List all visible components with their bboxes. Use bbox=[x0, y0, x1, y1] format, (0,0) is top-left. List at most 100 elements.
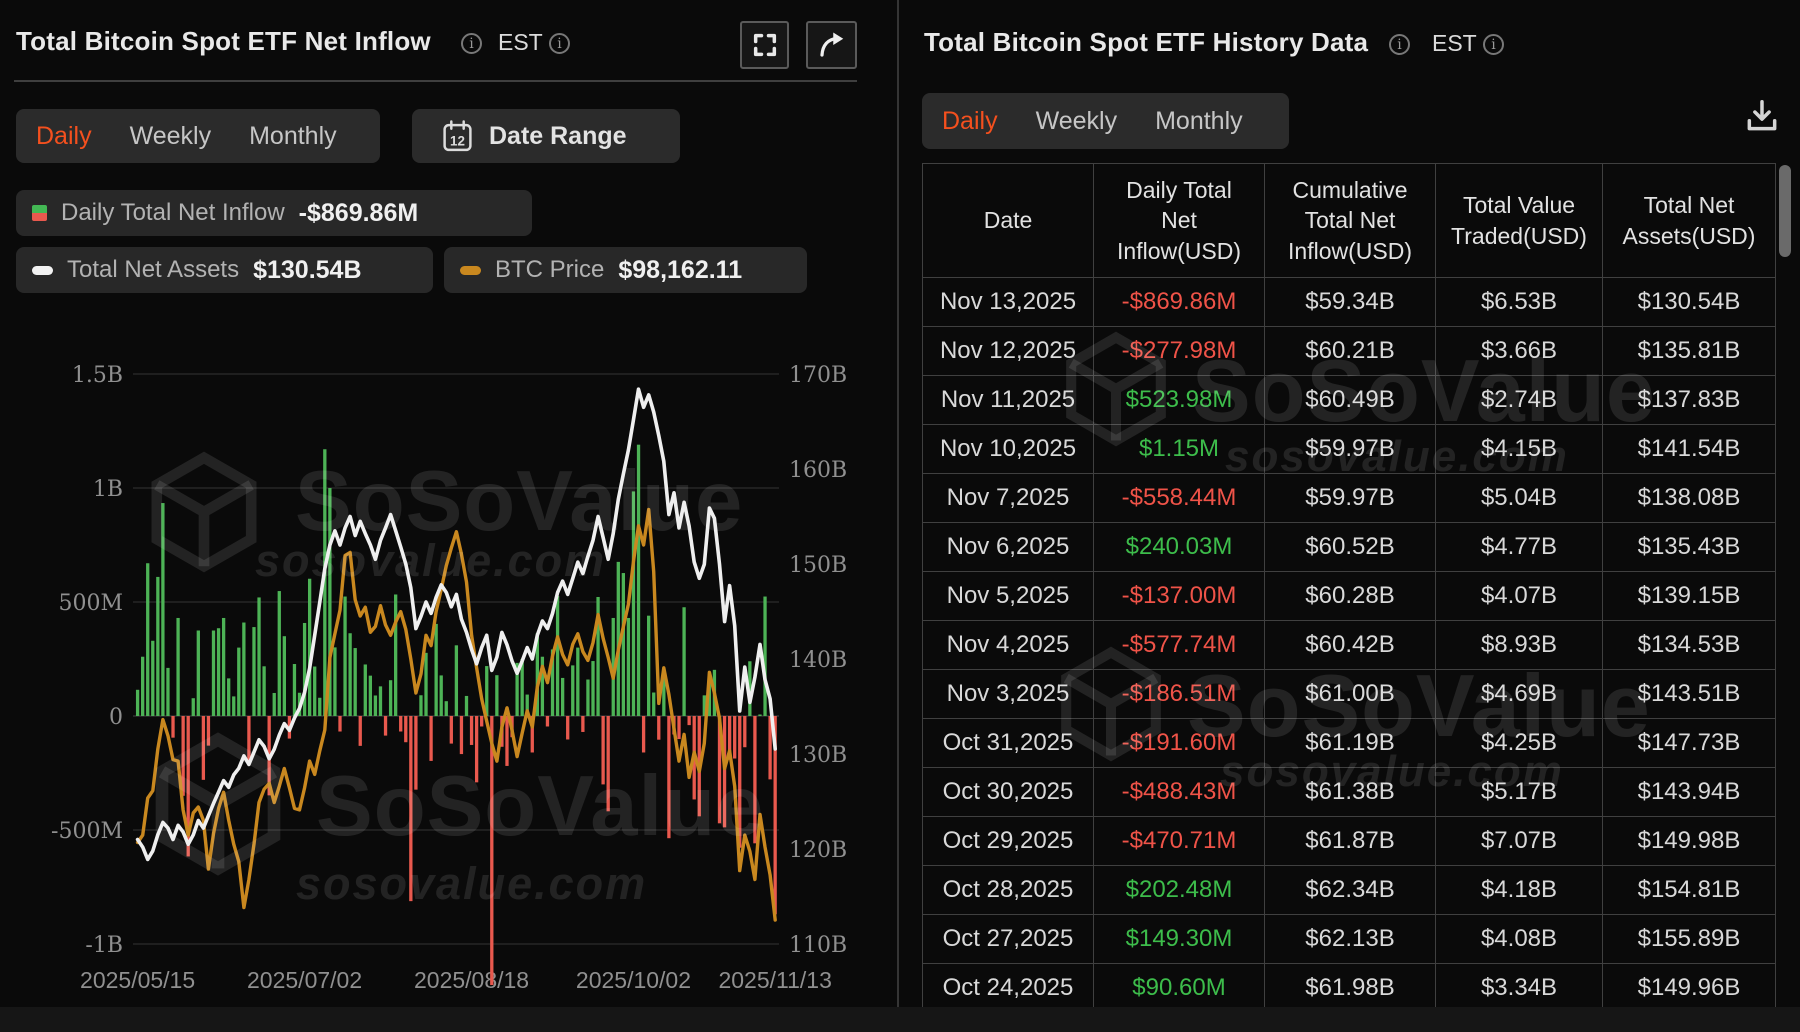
inflow-bar bbox=[626, 617, 631, 716]
left-axis-label: -1B bbox=[85, 933, 123, 958]
table-scrollbar[interactable] bbox=[1779, 165, 1791, 257]
calendar-icon: 12 bbox=[443, 119, 472, 151]
date-cell: Oct 29,2025 bbox=[922, 816, 1094, 866]
inflow-bar bbox=[677, 716, 681, 740]
info-icon[interactable]: i bbox=[1389, 34, 1410, 55]
table-row: Nov 11,2025 $523.98M $60.49B $2.74B $137.83B bbox=[922, 375, 1776, 425]
inflow-bar bbox=[586, 679, 590, 716]
inflow-bar bbox=[302, 622, 307, 716]
info-icon[interactable]: i bbox=[1483, 34, 1504, 55]
date-cell: Nov 7,2025 bbox=[922, 473, 1094, 523]
cumulative-inflow-cell: $60.52B bbox=[1264, 522, 1436, 572]
info-icon[interactable]: i bbox=[461, 33, 482, 54]
cumulative-inflow-cell: $61.87B bbox=[1264, 816, 1436, 866]
legend-value: -$869.86M bbox=[298, 198, 419, 227]
table-row: Oct 31,2025 -$191.60M $61.19B $4.25B $147.73… bbox=[922, 718, 1776, 768]
inflow-bar bbox=[399, 716, 403, 732]
column-header: Date bbox=[922, 163, 1094, 278]
inflow-bar bbox=[196, 630, 200, 716]
value-traded-cell: $8.93B bbox=[1435, 620, 1603, 670]
column-header: Total Net Assets(USD) bbox=[1602, 163, 1776, 278]
tab-monthly[interactable]: Monthly bbox=[249, 121, 337, 150]
cumulative-inflow-cell: $59.34B bbox=[1264, 277, 1436, 327]
inflow-bar bbox=[738, 716, 742, 848]
column-header: Cumulative Total Net Inflow(USD) bbox=[1264, 163, 1436, 278]
tab-monthly[interactable]: Monthly bbox=[1155, 106, 1243, 135]
right-axis-label: 140B bbox=[789, 648, 847, 673]
tab-weekly[interactable]: Weekly bbox=[129, 121, 212, 150]
inflow-bar bbox=[647, 615, 651, 716]
share-button[interactable] bbox=[806, 21, 857, 69]
inflow-bar bbox=[191, 698, 195, 716]
net-assets-cell: $143.94B bbox=[1602, 767, 1776, 817]
history-data-panel: Total Bitcoin Spot ETF History Data i ES… bbox=[899, 0, 1800, 1007]
inflow-bar bbox=[550, 649, 555, 716]
net-inflow-panel: Total Bitcoin Spot ETF Net Inflow i EST … bbox=[0, 0, 897, 1007]
fullscreen-button[interactable] bbox=[740, 21, 789, 69]
btc-line-legend-icon bbox=[460, 265, 481, 275]
inflow-bar bbox=[707, 681, 712, 716]
inflow-bar bbox=[485, 666, 489, 716]
inflow-bar bbox=[227, 678, 231, 716]
value-traded-cell: $3.34B bbox=[1435, 963, 1603, 1007]
value-traded-cell: $6.53B bbox=[1435, 277, 1603, 327]
inflow-bar bbox=[444, 701, 448, 716]
net-assets-cell: $130.54B bbox=[1602, 277, 1776, 327]
inflow-bar bbox=[257, 597, 261, 716]
table-row: Oct 24,2025 $90.60M $61.98B $3.34B $149.96B bbox=[922, 963, 1776, 1007]
table-header-row: Date Daily Total Net Inflow(USD) Cumulativ… bbox=[922, 163, 1776, 278]
inflow-bar bbox=[520, 659, 524, 716]
left-axis-label: 1.5B bbox=[72, 363, 123, 388]
daily-inflow-cell: $240.03M bbox=[1093, 522, 1265, 572]
inflow-bar bbox=[358, 716, 362, 746]
inflow-bar bbox=[414, 716, 418, 790]
x-axis-label: 2025/07/02 bbox=[247, 967, 362, 993]
tab-daily[interactable]: Daily bbox=[942, 106, 998, 135]
legend-label: Daily Total Net Inflow bbox=[61, 199, 285, 226]
inflow-bar bbox=[348, 633, 352, 716]
value-traded-cell: $4.25B bbox=[1435, 718, 1603, 768]
legend-item-net-inflow[interactable]: Daily Total Net Inflow -$869.86M bbox=[16, 190, 532, 236]
inflow-bar bbox=[566, 716, 570, 740]
inflow-bar bbox=[515, 662, 519, 716]
table-row: Nov 13,2025 -$869.86M $59.34B $6.53B $130.54… bbox=[922, 277, 1776, 327]
inflow-bar bbox=[383, 716, 388, 736]
etf-inflow-chart[interactable]: 1.5B 1B 500M 0 -500M -1B 170B 160B 150B 140B 130B 1… bbox=[0, 300, 897, 1005]
date-range-button[interactable]: 12 Date Range bbox=[412, 109, 680, 163]
inflow-bar bbox=[146, 563, 150, 716]
daily-inflow-cell: $90.60M bbox=[1093, 963, 1265, 1007]
right-axis-label: 120B bbox=[789, 838, 847, 863]
inflow-bar bbox=[151, 640, 155, 716]
daily-inflow-cell: $523.98M bbox=[1093, 375, 1265, 425]
date-cell: Nov 5,2025 bbox=[922, 571, 1094, 621]
inflow-bar bbox=[409, 716, 413, 902]
inflow-bar bbox=[429, 716, 433, 761]
inflow-bar bbox=[378, 686, 383, 716]
value-traded-cell: $4.08B bbox=[1435, 914, 1603, 964]
download-button[interactable] bbox=[1740, 95, 1784, 139]
legend-item-net-assets[interactable]: Total Net Assets $130.54B bbox=[16, 247, 433, 293]
inflow-bar bbox=[166, 667, 170, 716]
table-row: Nov 5,2025 -$137.00M $60.28B $4.07B $139.15B bbox=[922, 571, 1776, 621]
inflow-bar bbox=[464, 695, 469, 716]
inflow-bar bbox=[171, 716, 175, 738]
tab-weekly[interactable]: Weekly bbox=[1035, 106, 1118, 135]
inflow-bar bbox=[292, 664, 297, 716]
inflow-bar bbox=[535, 633, 539, 716]
date-cell: Nov 13,2025 bbox=[922, 277, 1094, 327]
legend-item-btc-price[interactable]: BTC Price $98,162.11 bbox=[444, 247, 807, 293]
inflow-bar bbox=[631, 491, 636, 716]
inflow-bar bbox=[581, 716, 585, 732]
net-assets-cell: $134.53B bbox=[1602, 620, 1776, 670]
net-assets-cell: $135.81B bbox=[1602, 326, 1776, 376]
left-axis-label: 1B bbox=[93, 477, 123, 502]
inflow-bar bbox=[201, 716, 206, 780]
net-assets-line bbox=[135, 387, 777, 862]
tab-daily[interactable]: Daily bbox=[36, 121, 92, 150]
table-row: Nov 6,2025 $240.03M $60.52B $4.77B $135.43B bbox=[922, 522, 1776, 572]
date-cell: Nov 4,2025 bbox=[922, 620, 1094, 670]
table-row: Nov 7,2025 -$558.44M $59.97B $5.04B $138.08B bbox=[922, 473, 1776, 523]
info-icon[interactable]: i bbox=[549, 33, 570, 54]
right-axis-label: 150B bbox=[789, 553, 847, 578]
inflow-bar bbox=[687, 716, 691, 726]
